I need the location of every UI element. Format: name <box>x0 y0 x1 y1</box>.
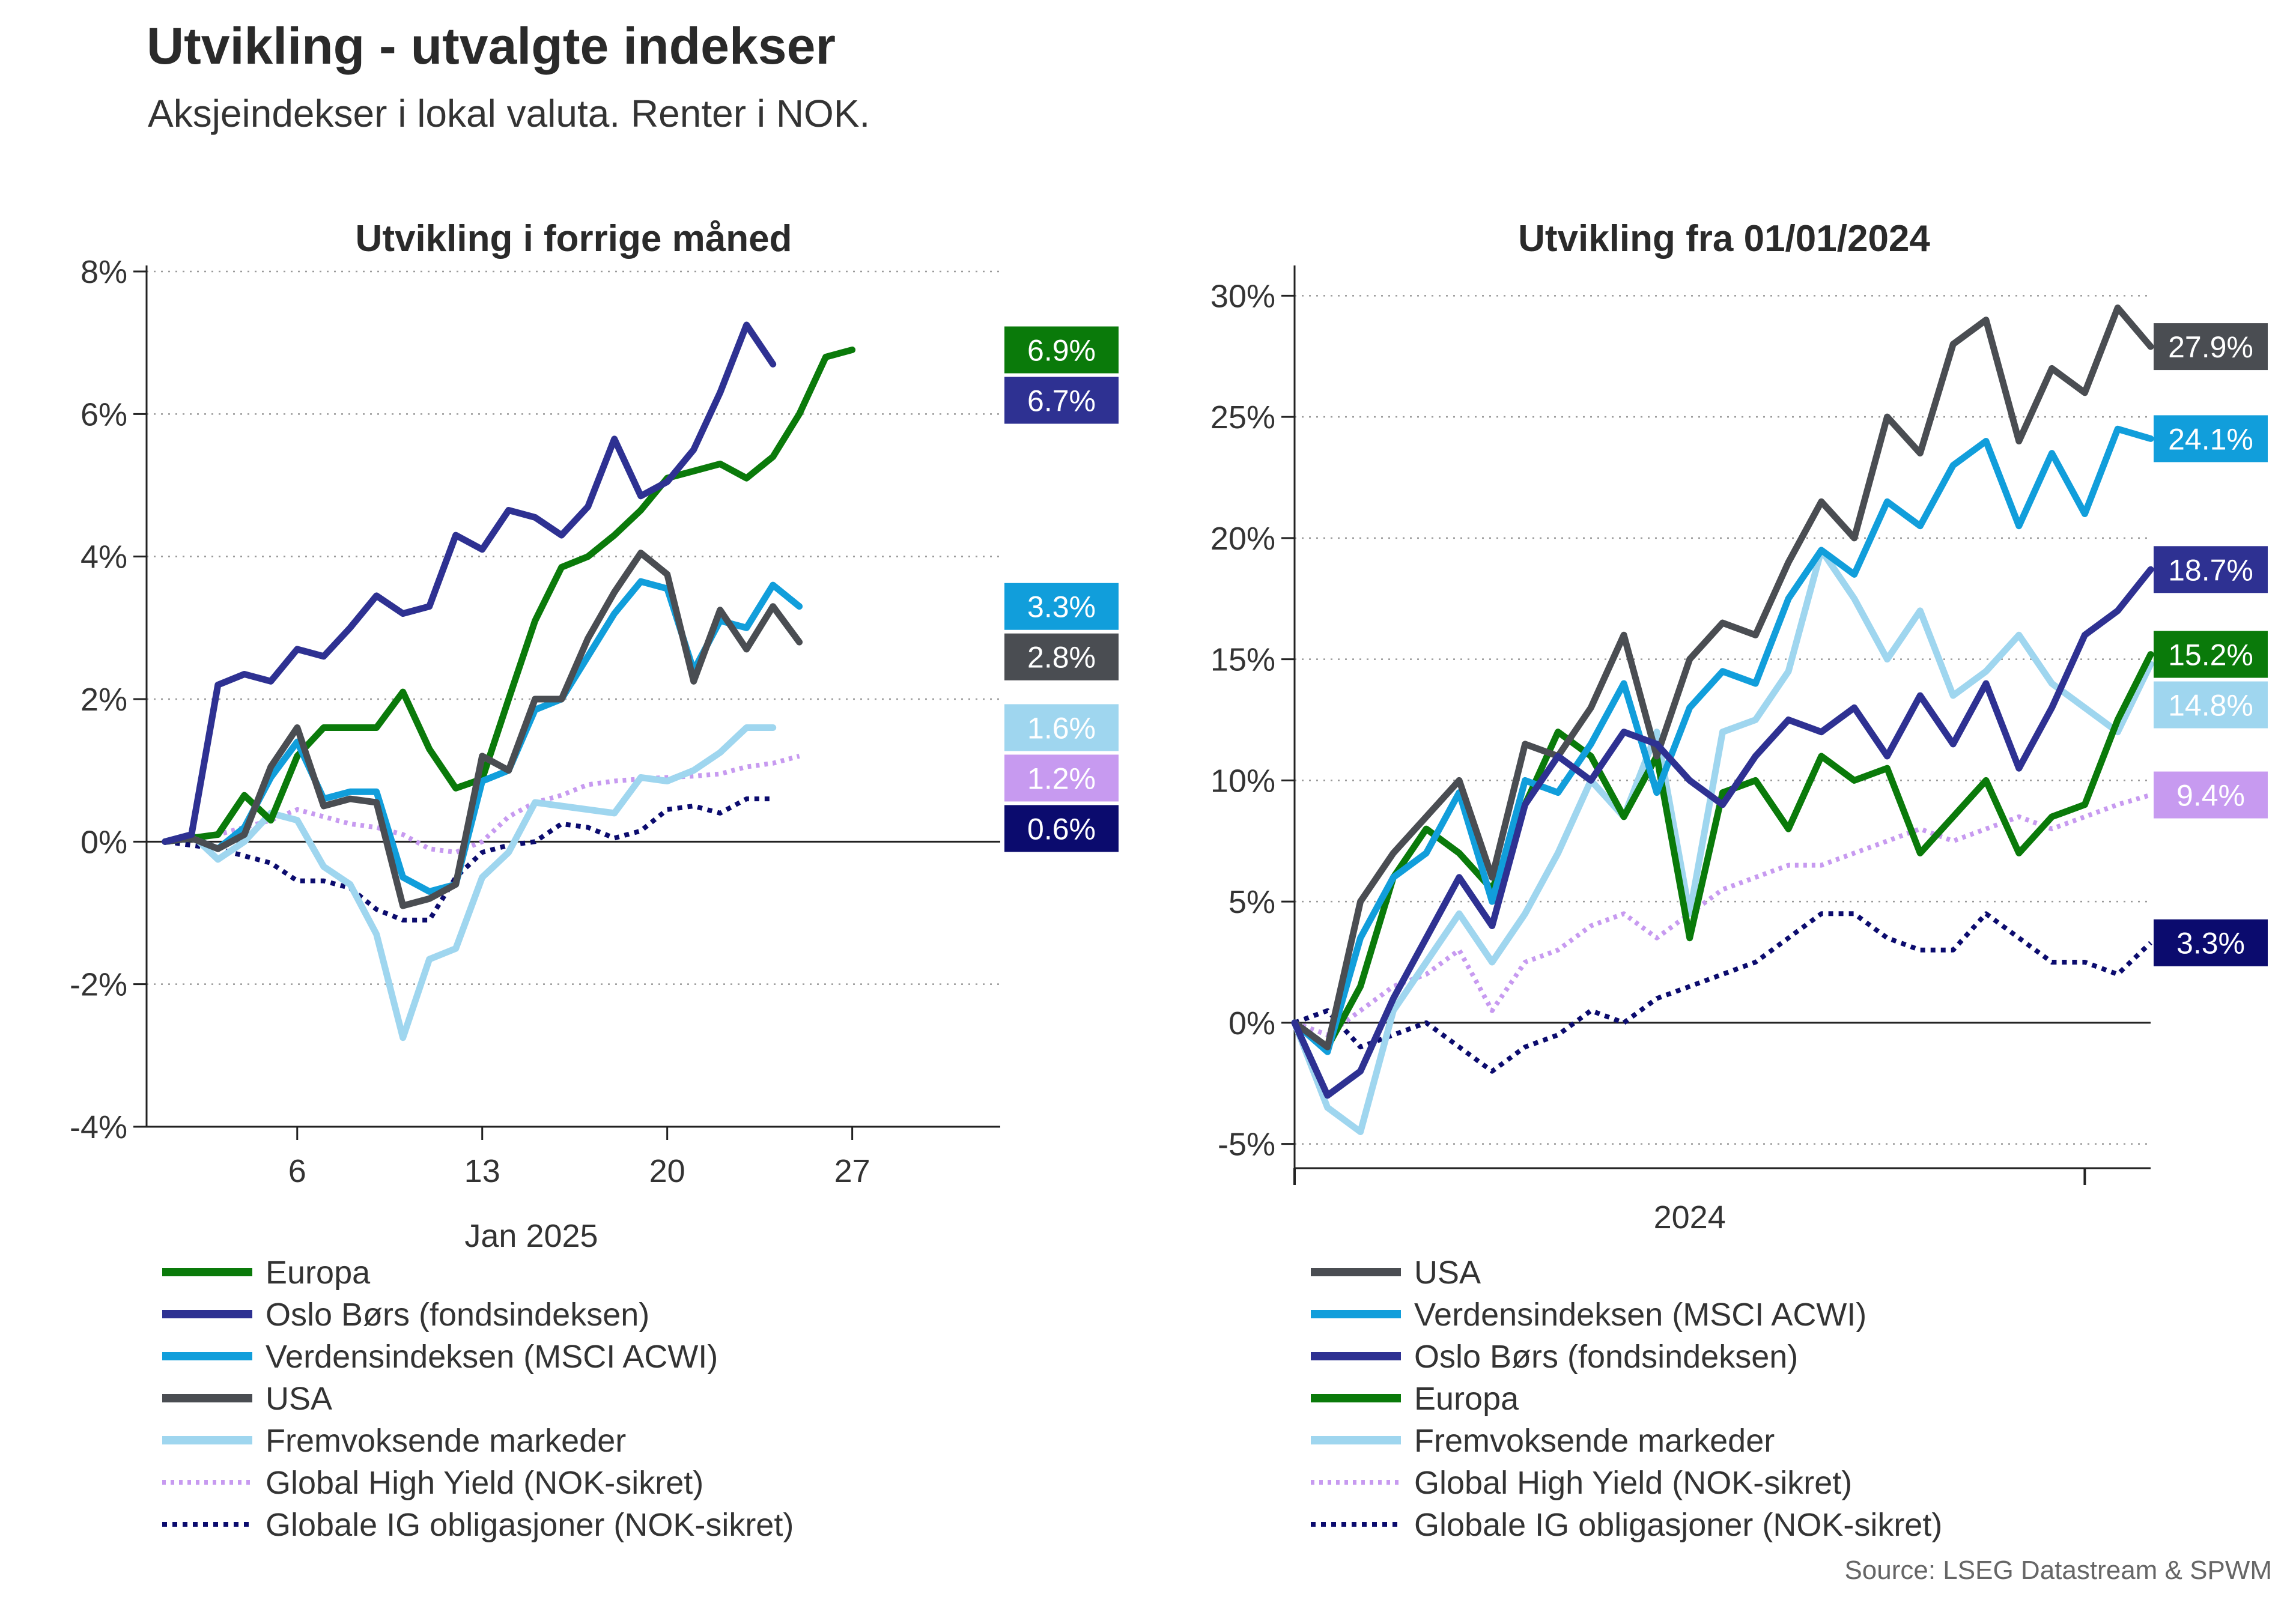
legend-label-usa: USA <box>266 1381 332 1417</box>
x-tick-label: 27 <box>834 1153 870 1189</box>
y-tick-label: 30% <box>1210 278 1275 314</box>
end-label-box <box>1004 704 1119 751</box>
end-label-box <box>2154 546 2268 593</box>
legend-label-ig: Globale IG obligasjoner (NOK-sikret) <box>1414 1507 1942 1543</box>
y-tick-label: 10% <box>1210 763 1275 799</box>
y-tick-label: -5% <box>1218 1127 1275 1163</box>
end-label-box <box>2154 323 2268 371</box>
end-label: 14.8% <box>2168 689 2253 723</box>
end-label-box <box>1004 377 1119 424</box>
panel-title: Utvikling i forrige måned <box>356 218 792 259</box>
x-axis-label: Jan 2025 <box>464 1218 598 1254</box>
end-label: 1.2% <box>1027 762 1096 795</box>
y-tick-label: 0% <box>80 824 127 860</box>
end-label: 24.1% <box>2168 422 2253 456</box>
series-line-fremvoksende <box>162 724 777 1041</box>
end-label: 27.9% <box>2168 330 2253 364</box>
end-label: 2.8% <box>1027 641 1096 674</box>
y-tick-label: 6% <box>80 396 127 432</box>
series-line-ig <box>1293 911 2152 1074</box>
chart-since-2024: Utvikling fra 01/01/2024 30% 25% 20% 15% 10% 5… <box>1210 218 2268 1543</box>
end-label: 1.6% <box>1027 711 1096 745</box>
series-line-ig <box>165 796 773 923</box>
x-tick-label: 20 <box>649 1153 685 1189</box>
x-tick-label: 13 <box>464 1153 500 1189</box>
end-label-box <box>1004 633 1119 680</box>
series-line-europa <box>162 347 856 845</box>
legend-label-high_yield: Global High Yield (NOK-sikret) <box>1414 1465 1852 1501</box>
y-tick-label: -4% <box>70 1109 127 1145</box>
series-line-europa <box>1291 651 2154 1050</box>
page-subtitle: Aksjeindekser i lokal valuta. Renter i N… <box>148 92 870 135</box>
series-line-oslo <box>162 321 777 845</box>
legend-label-ig: Globale IG obligasjoner (NOK-sikret) <box>266 1507 794 1543</box>
series-line-high_yield <box>165 754 800 855</box>
legend-label-oslo: Oslo Børs (fondsindeksen) <box>266 1297 649 1333</box>
y-tick-label: 2% <box>80 682 127 718</box>
end-label: 3.3% <box>2176 927 2245 960</box>
end-label-box <box>1004 326 1119 374</box>
end-label: 6.7% <box>1027 384 1096 418</box>
chart-monthly: Utvikling i forrige måned 8% 6% 4% 2% 0% -2% -4… <box>70 218 1119 1543</box>
end-label: 9.4% <box>2176 779 2245 813</box>
y-tick-label: 20% <box>1210 521 1275 557</box>
legend-label-europa: Europa <box>266 1255 371 1291</box>
x-axis-label: 2024 <box>1654 1199 1726 1235</box>
series-line-oslo <box>1291 566 2154 1099</box>
series-line-usa <box>162 550 803 909</box>
y-tick-label: 8% <box>80 254 127 290</box>
y-tick-label: -2% <box>70 967 127 1003</box>
legend-label-oslo: Oslo Børs (fondsindeksen) <box>1414 1339 1798 1375</box>
legend-label-verden: Verdensindeksen (MSCI ACWI) <box>1414 1297 1866 1333</box>
legend-label-fremvoksende: Fremvoksende markeder <box>1414 1423 1775 1459</box>
end-label-box <box>1004 805 1119 852</box>
end-label-box <box>1004 754 1119 802</box>
y-tick-label: 5% <box>1228 884 1275 920</box>
y-tick-label: 25% <box>1210 399 1275 435</box>
end-label: 6.9% <box>1027 334 1096 368</box>
legend-label-usa: USA <box>1414 1255 1481 1291</box>
y-tick-label: 0% <box>1228 1005 1275 1041</box>
legend-label-high_yield: Global High Yield (NOK-sikret) <box>266 1465 703 1501</box>
legend-label-europa: Europa <box>1414 1381 1519 1417</box>
end-label: 15.2% <box>2168 638 2253 672</box>
y-tick-label: 4% <box>80 539 127 575</box>
legend-label-fremvoksende: Fremvoksende markeder <box>266 1423 626 1459</box>
series-line-fremvoksende <box>1291 547 2154 1135</box>
page-title: Utvikling - utvalgte indekser <box>147 17 836 75</box>
series-line-verden <box>1291 425 2154 1055</box>
series-line-usa <box>1291 305 2154 1050</box>
panel-title: Utvikling fra 01/01/2024 <box>1518 218 1930 259</box>
series-line-verden <box>162 578 803 895</box>
end-label: 3.3% <box>1027 590 1096 624</box>
x-tick-label: 6 <box>288 1153 306 1189</box>
end-label-box <box>1004 583 1119 630</box>
end-label: 18.7% <box>2168 553 2253 587</box>
end-label-box <box>2154 415 2268 462</box>
end-label: 0.6% <box>1027 812 1096 846</box>
end-label-box <box>2154 631 2268 678</box>
legend-label-verden: Verdensindeksen (MSCI ACWI) <box>266 1339 718 1375</box>
end-label-box <box>2154 919 2268 966</box>
end-label-box <box>2154 681 2268 729</box>
y-tick-label: 15% <box>1210 642 1275 678</box>
end-label-box <box>2154 771 2268 819</box>
source-note: Source: LSEG Datastream & SPWM <box>1844 1556 2272 1585</box>
